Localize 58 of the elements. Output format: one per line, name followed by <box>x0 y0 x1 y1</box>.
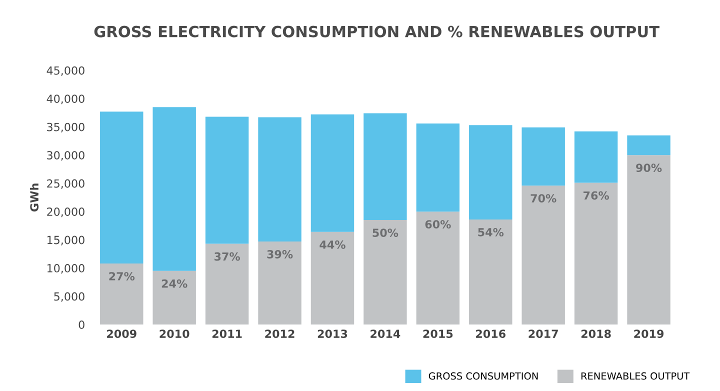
y-tick-label: 10,000 <box>47 264 84 274</box>
annotation: 24% <box>162 279 188 288</box>
bar <box>469 219 512 325</box>
bar <box>522 127 565 186</box>
annotation: 76% <box>584 191 609 200</box>
annotation: 60% <box>425 220 451 229</box>
bar <box>364 220 407 325</box>
x-tick-label: 2018 <box>581 330 611 338</box>
bar <box>574 131 618 183</box>
annotation: 27% <box>109 272 135 280</box>
bar <box>469 125 512 220</box>
y-tick-label: 30,000 <box>47 151 84 161</box>
y-tick-label: 40,000 <box>46 94 84 104</box>
x-tick-label: 2011 <box>212 330 242 338</box>
y-axis-title: GWh <box>30 184 39 212</box>
annotation: 37% <box>214 252 240 261</box>
bar <box>416 212 460 325</box>
x-tick-label: 2014 <box>370 330 400 338</box>
annotation: 50% <box>372 228 398 237</box>
bar <box>627 135 670 156</box>
y-tick-label: 35,000 <box>47 122 84 132</box>
legend-label: RENEWABLES OUTPUT <box>581 372 690 380</box>
x-tick-label: 2016 <box>476 330 506 338</box>
annotation: 44% <box>320 240 346 249</box>
bar <box>205 244 249 325</box>
bar <box>522 186 565 325</box>
bar <box>627 155 670 325</box>
annotation: 54% <box>478 228 504 236</box>
x-tick-label: 2013 <box>318 330 348 338</box>
x-tick-label: 2012 <box>265 330 294 338</box>
bar <box>310 114 354 232</box>
y-tick-label: 25,000 <box>47 179 84 189</box>
x-tick-label: 2019 <box>634 330 664 338</box>
bar <box>258 242 302 325</box>
y-tick-label: 20,000 <box>47 208 84 218</box>
bar <box>364 113 407 220</box>
y-tick-label: 45,000 <box>46 66 84 76</box>
x-tick-label: 2010 <box>160 330 190 338</box>
bar <box>152 107 196 271</box>
x-tick-label: 2015 <box>423 330 453 338</box>
y-tick-label: 5,000 <box>54 292 84 302</box>
y-tick-label: 0 <box>78 320 84 329</box>
bar <box>100 112 144 264</box>
y-tick-label: 15,000 <box>47 236 84 246</box>
annotation: 90% <box>636 164 662 172</box>
chart-title: GROSS ELECTRICITY CONSUMPTION AND % RENEWABLES OUTPUT <box>94 26 660 38</box>
bar <box>152 270 196 325</box>
x-tick-label: 2017 <box>528 330 558 338</box>
annotation: 39% <box>267 250 293 258</box>
annotation: 70% <box>530 194 556 203</box>
bar <box>310 232 354 325</box>
bar <box>416 123 460 212</box>
x-tick-label: 2009 <box>107 330 136 338</box>
bar <box>574 182 618 325</box>
bar <box>258 117 302 242</box>
bar <box>100 264 144 325</box>
bar <box>205 116 249 244</box>
legend-label: GROSS CONSUMPTION <box>428 372 538 380</box>
